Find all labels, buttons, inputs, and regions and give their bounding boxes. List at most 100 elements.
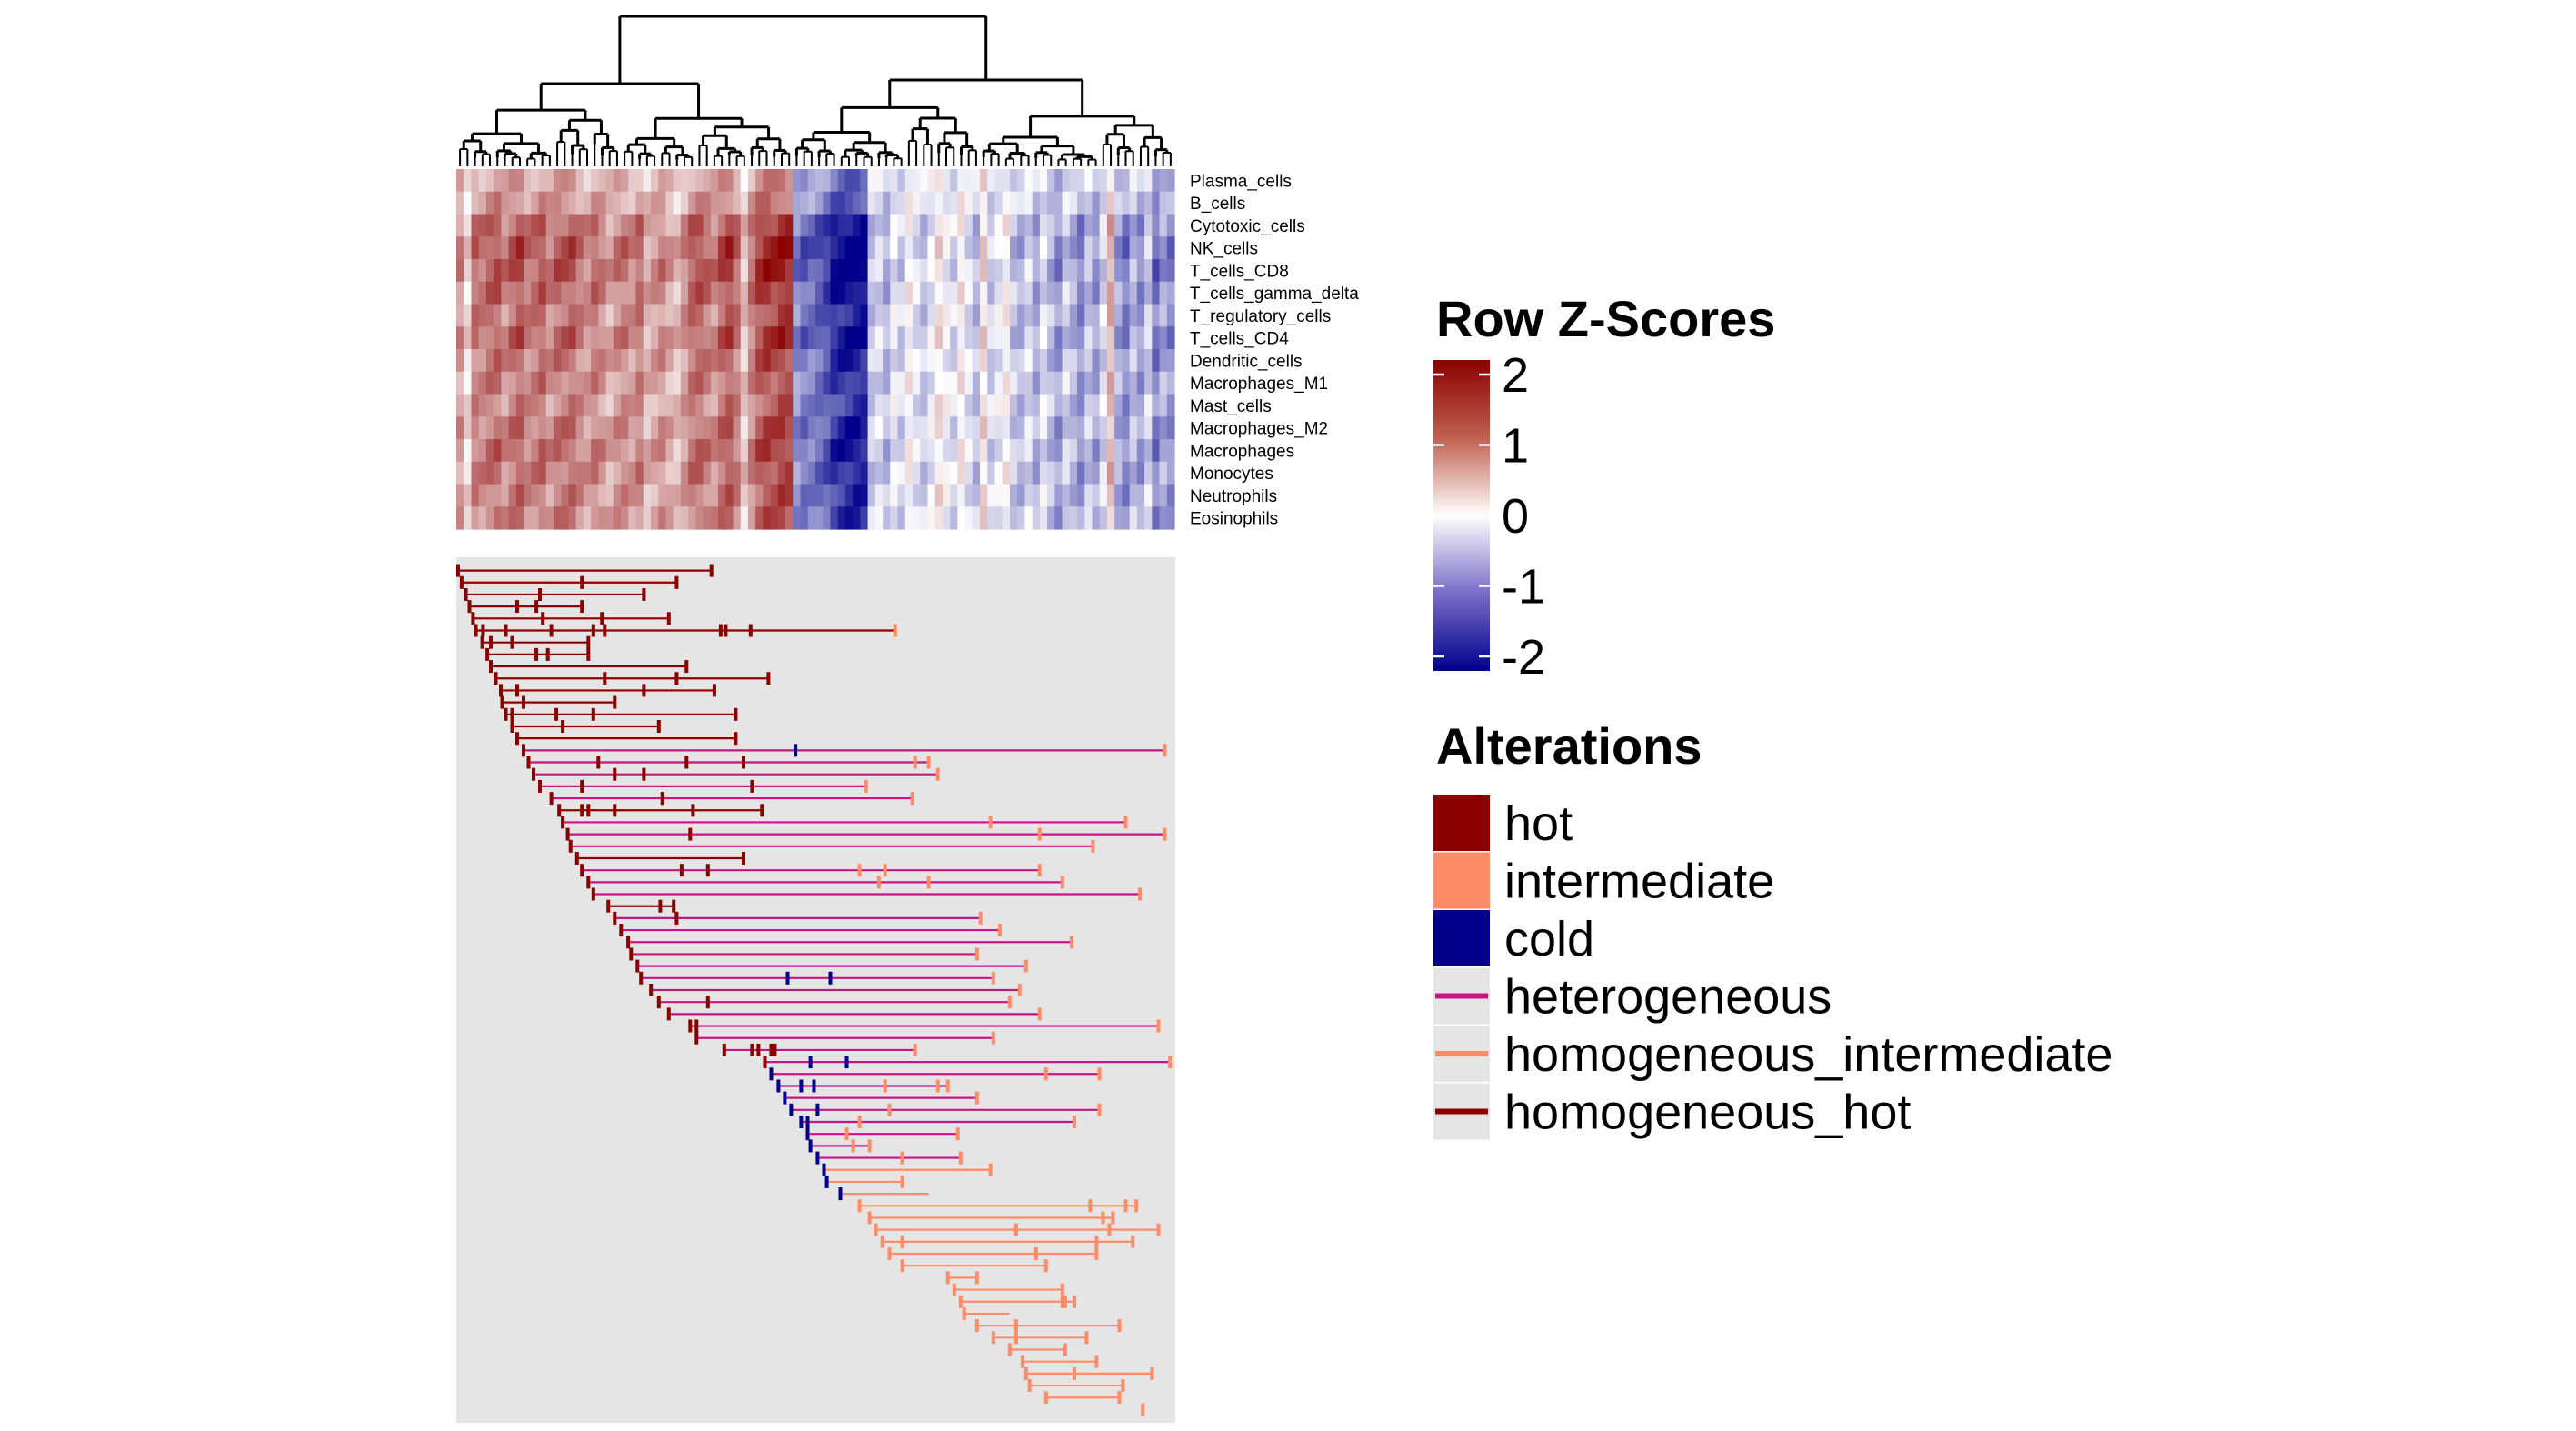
timeline-mark <box>545 647 550 661</box>
heatmap-cell <box>725 484 734 507</box>
heatmap-cell <box>643 259 652 283</box>
heatmap-cell <box>920 394 929 417</box>
heatmap-cell <box>1047 259 1055 283</box>
timeline-mark <box>724 624 728 637</box>
timeline-mark <box>1060 1295 1064 1308</box>
heatmap-cell <box>553 349 562 373</box>
heatmap-cell <box>740 506 749 530</box>
timeline-mark <box>893 624 897 637</box>
heatmap-cell <box>508 349 517 373</box>
heatmap-cell <box>853 214 861 237</box>
heatmap-cell <box>844 326 854 350</box>
heatmap-cell <box>1129 371 1138 395</box>
heatmap-cell <box>1136 394 1145 417</box>
heatmap-cell <box>823 326 832 350</box>
heatmap-cell <box>1024 506 1033 530</box>
timeline-mark <box>1123 1199 1128 1213</box>
heatmap-cell <box>844 236 854 260</box>
heatmap-cell <box>531 236 540 260</box>
heatmap-cell <box>658 236 667 260</box>
heatmap-cell <box>688 191 696 215</box>
heatmap-cell <box>1054 169 1063 193</box>
heatmap-cell <box>621 506 629 530</box>
heatmap-cell <box>583 169 592 193</box>
heatmap-cell <box>1039 259 1048 283</box>
timeline-mark <box>722 1043 726 1056</box>
heatmap-row-label: Dendritic_cells <box>1190 352 1303 371</box>
heatmap-cell <box>1152 349 1161 373</box>
heatmap-cell <box>695 439 704 463</box>
heatmap-cell <box>710 506 719 530</box>
heatmap-cell <box>1159 349 1168 373</box>
heatmap-cell <box>471 169 480 193</box>
heatmap-cell <box>823 371 832 395</box>
timeline-mark <box>1069 936 1073 949</box>
heatmap-cell <box>740 169 749 193</box>
timeline-mark <box>1060 1283 1064 1296</box>
heatmap-cell <box>897 484 906 507</box>
heatmap-cell <box>1129 304 1138 327</box>
heatmap-cell <box>874 169 884 193</box>
timeline-mark <box>580 779 584 793</box>
heatmap-cell <box>1047 236 1055 260</box>
heatmap-cell <box>942 169 951 193</box>
heatmap-cell <box>964 439 973 463</box>
heatmap-cell <box>501 214 510 237</box>
heatmap-cell <box>568 304 577 327</box>
heatmap-cell <box>464 416 473 440</box>
heatmap-cell <box>591 236 599 260</box>
heatmap-cell <box>823 214 832 237</box>
timeline-mark <box>742 756 745 769</box>
heatmap-cell <box>680 394 689 417</box>
heatmap-cell <box>733 371 742 395</box>
heatmap-cell <box>740 461 749 485</box>
heatmap-cell <box>897 349 906 373</box>
heatmap-cell <box>800 191 809 215</box>
timeline-mark <box>705 996 710 1009</box>
timeline-mark <box>991 1331 995 1345</box>
heatmap-cell <box>890 416 899 440</box>
heatmap-cell <box>920 169 929 193</box>
heatmap-cell <box>874 461 884 485</box>
heatmap-cell <box>904 259 914 283</box>
heatmap-cell <box>515 506 524 530</box>
heatmap-cell <box>635 416 644 440</box>
heatmap-cell <box>807 394 816 417</box>
heatmap-cell <box>718 259 726 283</box>
heatmap-cell <box>1144 461 1153 485</box>
heatmap-cell <box>793 191 802 215</box>
timeline-mark <box>1023 959 1028 973</box>
heatmap-cell <box>1166 281 1175 305</box>
heatmap-cell <box>508 259 517 283</box>
heatmap-cell <box>485 371 494 395</box>
heatmap-cell <box>883 416 891 440</box>
heatmap-cell <box>763 191 772 215</box>
heatmap-cell <box>830 349 839 373</box>
heatmap-cell <box>897 214 906 237</box>
heatmap-cell <box>524 281 532 305</box>
heatmap-cell <box>531 371 540 395</box>
heatmap-cell <box>710 416 719 440</box>
heatmap-cell <box>994 191 1003 215</box>
heatmap-cell <box>883 259 891 283</box>
heatmap-cell <box>464 371 473 395</box>
heatmap-cell <box>1136 484 1145 507</box>
heatmap-cell <box>934 416 944 440</box>
heatmap-cell <box>1002 326 1011 350</box>
heatmap-cell <box>680 169 689 193</box>
heatmap-cell <box>747 236 756 260</box>
heatmap-cell <box>830 394 839 417</box>
heatmap-cell <box>793 484 802 507</box>
heatmap-cell <box>793 349 802 373</box>
heatmap-cell <box>1077 371 1085 395</box>
heatmap-cell <box>934 349 944 373</box>
zscore-tick-label: -2 <box>1502 630 1545 685</box>
heatmap-cell <box>545 371 554 395</box>
heatmap-cell <box>665 416 674 440</box>
heatmap-cell <box>471 304 480 327</box>
heatmap-cell <box>994 439 1003 463</box>
heatmap-cell <box>605 169 614 193</box>
heatmap-cell <box>1159 484 1168 507</box>
timeline-mark <box>974 947 979 961</box>
heatmap-cell <box>807 191 816 215</box>
